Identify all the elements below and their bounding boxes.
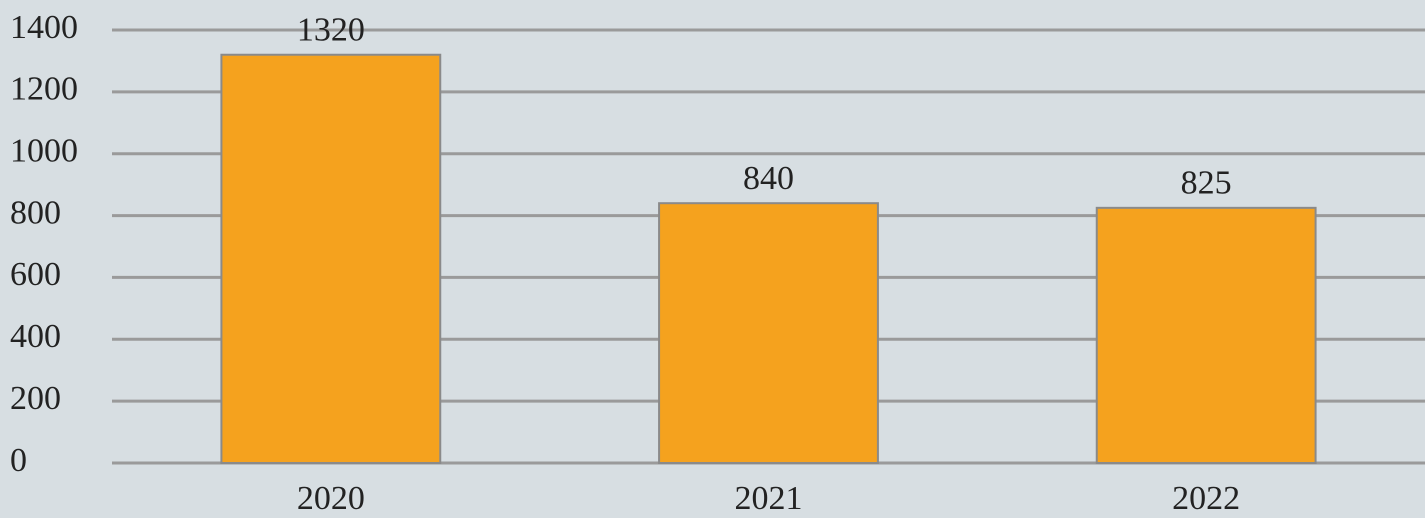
y-tick-label: 1000 [10, 133, 78, 170]
x-tick-label: 2021 [735, 480, 803, 517]
y-tick-label: 0 [10, 442, 27, 479]
y-tick-label: 200 [10, 380, 61, 417]
y-tick-label: 600 [10, 256, 61, 293]
data-label: 825 [1181, 165, 1232, 202]
y-tick-label: 400 [10, 318, 61, 355]
y-tick-label: 1200 [10, 71, 78, 108]
bar [1095, 206, 1317, 464]
x-tick-label: 2022 [1172, 480, 1240, 517]
x-tick-label: 2020 [297, 480, 365, 517]
y-tick-label: 800 [10, 194, 61, 231]
bar [658, 202, 879, 464]
data-label: 1320 [297, 12, 365, 49]
bar [220, 53, 442, 464]
y-tick-label: 1400 [10, 9, 78, 46]
data-label: 840 [743, 160, 794, 197]
